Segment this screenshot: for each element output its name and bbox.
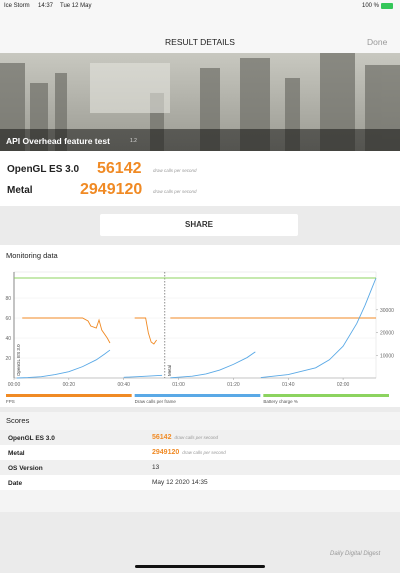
score-row: Date May 12 2020 14:35	[0, 475, 400, 490]
y2-tick-label: 20000	[380, 331, 394, 337]
hero-art	[0, 53, 400, 151]
y2-tick-label: 10000	[380, 353, 394, 359]
score-unit: draw calls per second	[182, 450, 226, 455]
scores-title: Scores	[6, 416, 30, 425]
monitoring-card: Monitoring data 20 40 60 80 10000 20000 30000 0…	[0, 245, 400, 407]
result-unit: draw calls per second	[153, 168, 197, 173]
score-value: 13	[152, 464, 160, 471]
legend-label: Draw calls per frame	[135, 399, 177, 404]
series-line	[22, 317, 376, 345]
section-label: OpenGL ES 3.0	[16, 344, 21, 376]
score-value: 56142 draw calls per second	[152, 434, 218, 441]
y-tick-label: 80	[5, 296, 11, 302]
battery-text: 100 %	[362, 3, 380, 9]
x-tick-label: 00:40	[117, 382, 130, 388]
monitoring-title: Monitoring data	[6, 251, 58, 260]
result-score: 2949120	[80, 181, 143, 198]
score-row: OpenGL ES 3.0 56142 draw calls per second	[0, 430, 400, 445]
section-label: Metal	[167, 365, 172, 376]
score-label: Date	[8, 480, 23, 487]
header: RESULT DETAILS Done	[0, 12, 400, 53]
test-version: 1.2	[130, 138, 137, 144]
score-label: OS Version	[8, 465, 43, 472]
test-name: API Overhead feature test	[6, 136, 110, 146]
score-unit: draw calls per second	[174, 435, 218, 440]
chart: 20 40 60 80 10000 20000 30000 00:00 00:20 00:40 01…	[5, 271, 394, 404]
results: OpenGL ES 3.0 56142 draw calls per secon…	[0, 151, 400, 206]
result-unit: draw calls per second	[153, 189, 197, 194]
y-tick-label: 60	[5, 316, 11, 322]
battery-icon	[381, 3, 393, 9]
legend-swatch	[134, 394, 261, 397]
score-value: May 12 2020 14:35	[152, 479, 208, 486]
hero-image: API Overhead feature test 1.2	[0, 53, 400, 151]
series-line	[16, 277, 377, 379]
legend-swatch	[6, 394, 132, 397]
score-row: OS Version 13	[0, 460, 400, 475]
time: 14:37	[38, 3, 54, 9]
legend-label: FPS	[6, 399, 15, 404]
score-row: Metal 2949120 draw calls per second	[0, 445, 400, 460]
y2-tick-label: 30000	[380, 308, 394, 314]
done-button[interactable]: Done	[367, 37, 388, 47]
x-tick-label: 01:40	[282, 382, 295, 388]
scores-card: Scores OpenGL ES 3.0 56142 draw calls per …	[0, 412, 400, 512]
score-label: Metal	[8, 450, 25, 457]
plot-area	[13, 271, 377, 379]
date: Tue 12 May	[60, 3, 92, 9]
result-api: OpenGL ES 3.0	[7, 164, 80, 175]
x-tick-label: 01:00	[172, 382, 185, 388]
header-title: RESULT DETAILS	[165, 37, 235, 47]
legend-label: Battery charge %	[263, 399, 298, 404]
legend-swatch	[263, 394, 389, 397]
x-tick-label: 02:00	[337, 382, 350, 388]
x-tick-label: 00:00	[8, 382, 21, 388]
watermark: Daily Digital Digest	[330, 551, 381, 557]
result-score: 56142	[97, 160, 142, 177]
x-tick-label: 00:20	[63, 382, 76, 388]
home-indicator	[135, 565, 265, 568]
status-bar: Ice Storm 14:37 Tue 12 May 100 %	[0, 0, 400, 12]
app-name: Ice Storm	[4, 3, 30, 9]
score-value: 2949120 draw calls per second	[152, 449, 226, 456]
x-tick-label: 01:20	[227, 382, 240, 388]
y-tick-label: 40	[5, 336, 11, 342]
share-button[interactable]: SHARE	[100, 214, 298, 236]
score-label: OpenGL ES 3.0	[8, 435, 55, 442]
y-tick-label: 20	[5, 356, 11, 362]
result-api: Metal	[7, 185, 33, 196]
